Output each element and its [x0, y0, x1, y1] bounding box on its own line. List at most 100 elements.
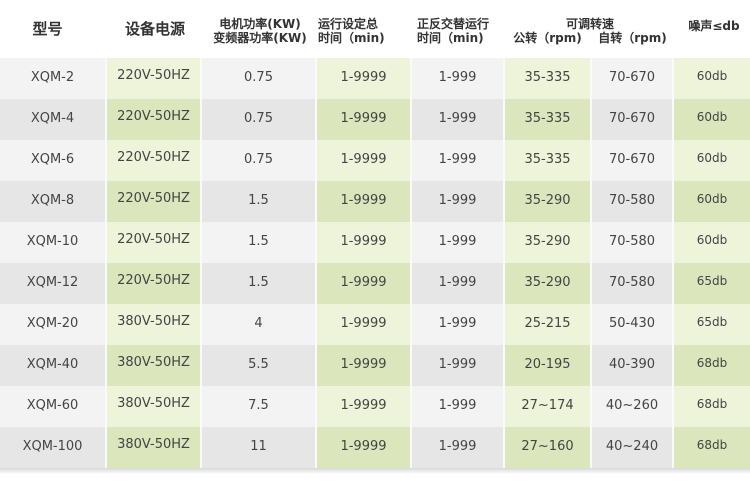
cell-motor-power: 0.75 — [200, 58, 315, 99]
cell-rotation: 50-430 — [590, 304, 672, 345]
header-motor-power-line2: 变频器功率(KW) — [213, 31, 307, 45]
header-alt-time: 正反交替运行 时间（min) — [417, 17, 509, 45]
cell-rotation: 70-670 — [590, 140, 672, 181]
table-row: XQM-8 220V-50HZ 1.5 1-9999 1-999 35-290 70-580… — [0, 181, 750, 222]
cell-noise: 65db — [672, 263, 750, 304]
cell-alt-time: 1-999 — [410, 345, 503, 386]
cell-motor-power: 0.75 — [200, 140, 315, 181]
cell-motor-power: 4 — [200, 304, 315, 345]
cell-run-time: 1-9999 — [315, 58, 410, 99]
cell-rotation: 70-580 — [590, 263, 672, 304]
header-motor-power: 电机功率(KW) 变频器功率(KW) — [205, 17, 315, 45]
header-noise: 噪声≤db — [688, 19, 740, 33]
cell-alt-time: 1-999 — [410, 263, 503, 304]
cell-motor-power: 1.5 — [200, 181, 315, 222]
cell-alt-time: 1-999 — [410, 304, 503, 345]
cell-model: XQM-60 — [0, 386, 105, 427]
cell-noise: 68db — [672, 427, 750, 468]
cell-rotation: 40~240 — [590, 427, 672, 468]
header-motor-power-line1: 电机功率(KW) — [219, 17, 301, 31]
cell-alt-time: 1-999 — [410, 99, 503, 140]
cell-motor-power: 1.5 — [200, 263, 315, 304]
cell-model: XQM-4 — [0, 99, 105, 140]
cell-noise: 68db — [672, 345, 750, 386]
table-row: XQM-20 380V-50HZ 4 1-9999 1-999 25-215 50-430 6… — [0, 304, 750, 345]
cell-model: XQM-20 — [0, 304, 105, 345]
cell-motor-power: 7.5 — [200, 386, 315, 427]
cell-power-supply: 220V-50HZ — [105, 58, 200, 99]
cell-rotation: 40~260 — [590, 386, 672, 427]
table-row: XQM-12 220V-50HZ 1.5 1-9999 1-999 35-290 70-58… — [0, 263, 750, 304]
cell-alt-time: 1-999 — [410, 140, 503, 181]
header-power-supply: 设备电源 — [124, 20, 185, 38]
header-alt-time-line2: 时间（min) — [417, 31, 484, 45]
cell-noise: 60db — [672, 58, 750, 99]
cell-power-supply: 220V-50HZ — [105, 181, 200, 222]
cell-power-supply: 220V-50HZ — [105, 99, 200, 140]
cell-revolution: 35-290 — [503, 222, 590, 263]
cell-revolution: 35-335 — [503, 58, 590, 99]
header-model: 型号 — [32, 20, 63, 38]
cell-power-supply: 220V-50HZ — [105, 263, 200, 304]
table-header: 型号 设备电源 电机功率(KW) 变频器功率(KW) 运行设定总 时间（min)… — [0, 0, 750, 58]
header-rotation: 自转（rpm) — [598, 31, 667, 45]
cell-model: XQM-40 — [0, 345, 105, 386]
cell-noise: 60db — [672, 222, 750, 263]
cell-model: XQM-10 — [0, 222, 105, 263]
header-revolution: 公转（rpm) — [513, 31, 582, 45]
cell-revolution: 27~174 — [503, 386, 590, 427]
cell-power-supply: 380V-50HZ — [105, 386, 200, 427]
cell-noise: 65db — [672, 304, 750, 345]
table-row: XQM-4 220V-50HZ 0.75 1-9999 1-999 35-335 70-67… — [0, 99, 750, 140]
cell-power-supply: 380V-50HZ — [105, 345, 200, 386]
cell-revolution: 25-215 — [503, 304, 590, 345]
cell-alt-time: 1-999 — [410, 58, 503, 99]
cell-motor-power: 5.5 — [200, 345, 315, 386]
cell-noise: 60db — [672, 99, 750, 140]
table-row: XQM-40 380V-50HZ 5.5 1-9999 1-999 20-195 40-39… — [0, 345, 750, 386]
cell-power-supply: 380V-50HZ — [105, 427, 200, 468]
cell-noise: 68db — [672, 386, 750, 427]
cell-model: XQM-6 — [0, 140, 105, 181]
cell-run-time: 1-9999 — [315, 386, 410, 427]
cell-revolution: 35-335 — [503, 140, 590, 181]
cell-motor-power: 11 — [200, 427, 315, 468]
table-row: XQM-60 380V-50HZ 7.5 1-9999 1-999 27~174 40~26… — [0, 386, 750, 427]
cell-run-time: 1-9999 — [315, 222, 410, 263]
header-speed: 可调转速 公转（rpm) 自转（rpm) — [505, 17, 675, 45]
cell-power-supply: 380V-50HZ — [105, 304, 200, 345]
cell-rotation: 70-670 — [590, 58, 672, 99]
cell-noise: 60db — [672, 140, 750, 181]
table-shadow — [0, 468, 750, 474]
table-row: XQM-2 220V-50HZ 0.75 1-9999 1-999 35-335 70-67… — [0, 58, 750, 99]
table-row: XQM-10 220V-50HZ 1.5 1-9999 1-999 35-290 70-58… — [0, 222, 750, 263]
header-run-time-line1: 运行设定总 — [318, 17, 379, 31]
cell-revolution: 35-290 — [503, 263, 590, 304]
cell-alt-time: 1-999 — [410, 386, 503, 427]
cell-power-supply: 220V-50HZ — [105, 140, 200, 181]
cell-alt-time: 1-999 — [410, 181, 503, 222]
header-speed-title: 可调转速 — [565, 17, 614, 31]
cell-model: XQM-8 — [0, 181, 105, 222]
header-run-time-line2: 时间（min) — [318, 31, 385, 45]
cell-noise: 60db — [672, 181, 750, 222]
cell-power-supply: 220V-50HZ — [105, 222, 200, 263]
cell-rotation: 70-580 — [590, 181, 672, 222]
cell-model: XQM-100 — [0, 427, 105, 468]
cell-rotation: 70-670 — [590, 99, 672, 140]
cell-model: XQM-12 — [0, 263, 105, 304]
header-alt-time-line1: 正反交替运行 — [417, 17, 490, 31]
cell-alt-time: 1-999 — [410, 222, 503, 263]
header-run-time: 运行设定总 时间（min) — [318, 17, 410, 45]
cell-run-time: 1-9999 — [315, 304, 410, 345]
cell-run-time: 1-9999 — [315, 263, 410, 304]
table-row: XQM-6 220V-50HZ 0.75 1-9999 1-999 35-335 70-67… — [0, 140, 750, 181]
cell-run-time: 1-9999 — [315, 140, 410, 181]
cell-revolution: 27~160 — [503, 427, 590, 468]
cell-revolution: 20-195 — [503, 345, 590, 386]
cell-model: XQM-2 — [0, 58, 105, 99]
cell-revolution: 35-290 — [503, 181, 590, 222]
cell-run-time: 1-9999 — [315, 427, 410, 468]
cell-run-time: 1-9999 — [315, 99, 410, 140]
cell-revolution: 35-335 — [503, 99, 590, 140]
